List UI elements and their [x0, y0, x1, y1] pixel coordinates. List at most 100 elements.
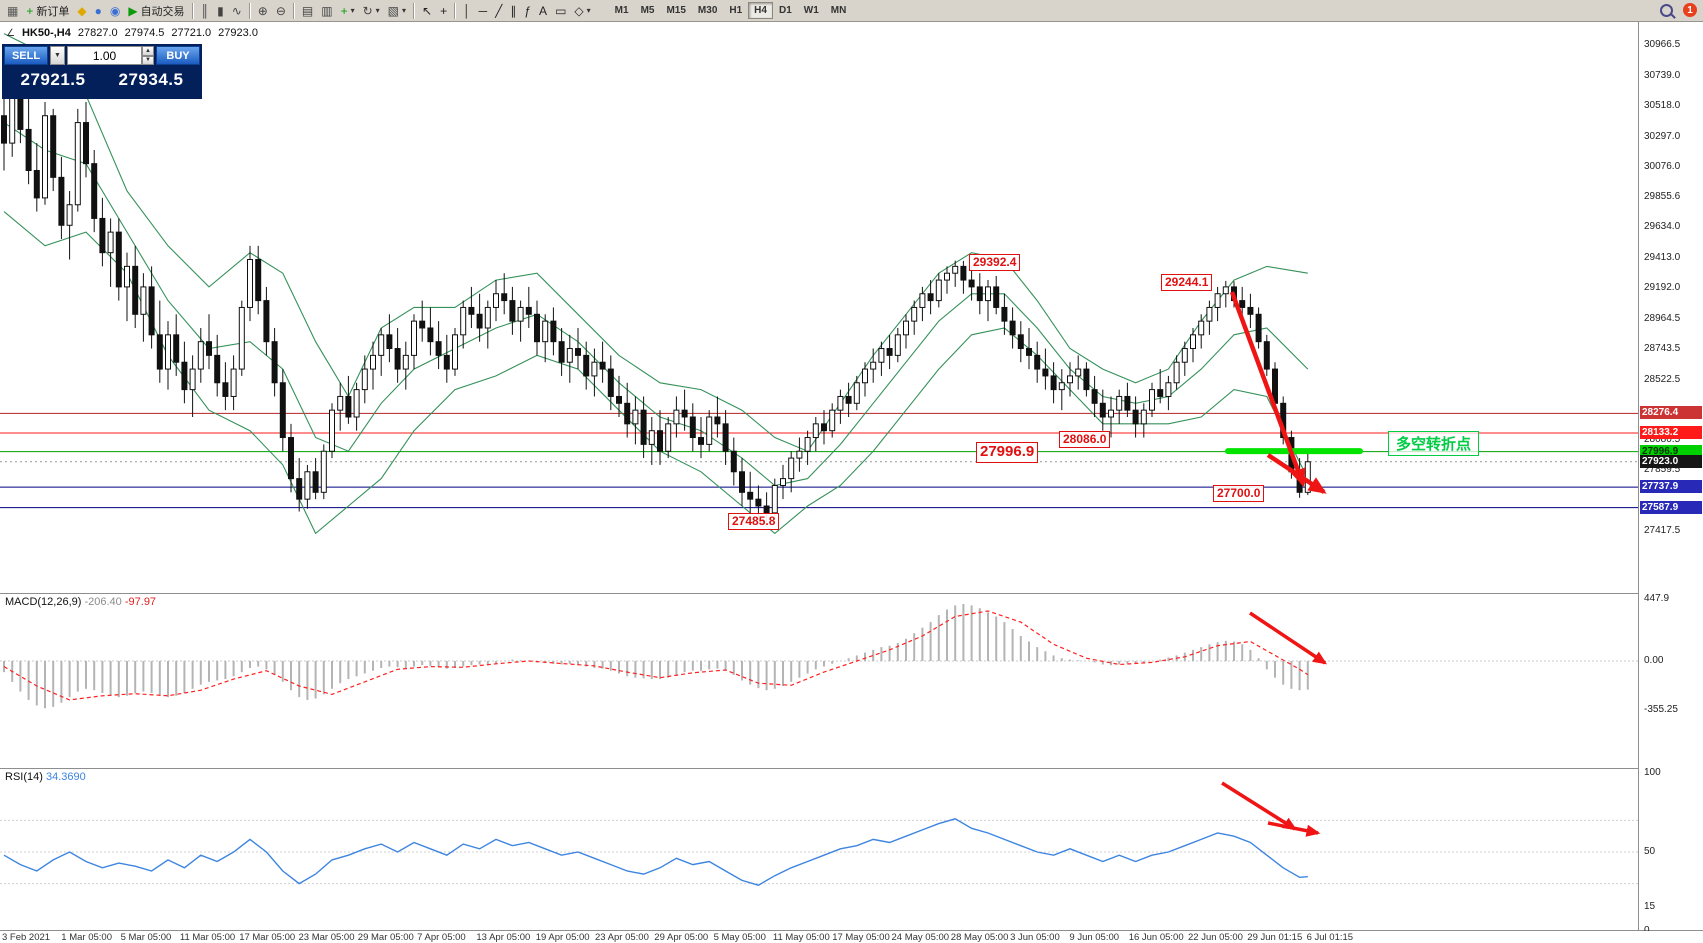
time-label: 24 May 05:00: [891, 932, 950, 943]
time-label: 7 Apr 05:00: [417, 932, 466, 943]
arrows-label-icon: ▭: [555, 3, 567, 18]
templates-button[interactable]: ▧ ▾: [384, 1, 410, 21]
vertical-line-button[interactable]: │: [459, 1, 475, 21]
sell-price[interactable]: 27921.5: [20, 70, 86, 89]
toolbar-separator: [191, 2, 194, 19]
navigator-button[interactable]: ◉: [106, 1, 124, 21]
candlestick-chart-icon: ▮: [217, 3, 224, 18]
time-label: 29 Mar 05:00: [357, 932, 414, 943]
text-icon: A: [539, 3, 548, 18]
candlestick-chart-button[interactable]: ▮: [213, 1, 228, 21]
time-label: 29 Jun 01:15: [1247, 932, 1303, 943]
toolbar-separator: [454, 2, 457, 19]
crosshair-button[interactable]: +: [436, 1, 451, 21]
macd-name: MACD(12,26,9): [5, 596, 82, 608]
templates-dropdown-icon[interactable]: ▾: [402, 6, 407, 15]
indicators-dropdown-icon[interactable]: ▾: [350, 6, 355, 15]
auto-arrange-icon: ▥: [321, 3, 333, 18]
equidistant-channel-icon: ∥: [510, 3, 517, 18]
tile-windows-icon: ▤: [301, 3, 314, 18]
timeframe-mn[interactable]: MN: [830, 5, 847, 16]
buy-price[interactable]: 27934.5: [118, 70, 184, 89]
periods-dropdown-icon[interactable]: ▾: [375, 6, 380, 15]
bollinger-middle: [3, 122, 1309, 487]
rsi-panel-canvas[interactable]: [0, 769, 1638, 930]
bar-chart-button[interactable]: ║: [197, 1, 214, 21]
new-order-label: 新订单: [36, 5, 70, 18]
zoom-in-button[interactable]: ⊕: [254, 1, 272, 21]
price-tick: 30966.5: [1644, 39, 1681, 50]
shapes-dropdown-icon[interactable]: ▾: [586, 6, 591, 15]
price-tick: 28080.5: [1644, 434, 1681, 446]
candles: [1, 45, 1311, 522]
navigator-icon: ◉: [109, 3, 121, 18]
toolbar-separator: [248, 2, 251, 19]
templates-icon: ▧: [387, 3, 400, 18]
periods-button[interactable]: ↻ ▾: [359, 1, 384, 21]
timeframe-group: M1 M5 M15 M30 H1 H4 D1 W1 MN: [609, 2, 853, 19]
buy-button[interactable]: BUY: [156, 46, 200, 65]
time-label: 23 Apr 05:00: [595, 932, 649, 943]
trendline-button[interactable]: ╱: [491, 1, 506, 21]
autotrading-icon: ▶: [128, 3, 138, 18]
vertical-line-icon: │: [463, 3, 471, 18]
time-label: 3 Feb 2021: [2, 932, 51, 943]
price-scale[interactable]: 30966.5 30739.0 30518.0 30297.0 30076.0 29855…: [1638, 22, 1703, 936]
volume-spinner[interactable]: ▲ ▼: [142, 46, 154, 65]
search-icon[interactable]: [1660, 3, 1673, 17]
volume-up-icon[interactable]: ▲: [142, 46, 154, 56]
rsi-line: [3, 818, 1308, 886]
macd-signal-value: -97.97: [124, 596, 157, 608]
macd-panel-separator[interactable]: [0, 593, 1703, 594]
timeframe-m30[interactable]: M30: [697, 5, 718, 16]
text-button[interactable]: A: [535, 1, 551, 21]
price-tick: 27417.5: [1644, 525, 1681, 536]
new-order-button[interactable]: + 新订单: [22, 1, 73, 21]
macd-label: MACD(12,26,9) -206.40 -97.97: [5, 596, 156, 608]
market-watch-button[interactable]: ●: [91, 1, 106, 21]
time-axis[interactable]: 3 Feb 2021 1 Mar 05:00 5 Mar 05:00 11 Mar 0…: [0, 931, 1703, 943]
equidistant-channel-button[interactable]: ∥: [506, 1, 520, 21]
timeframe-m1[interactable]: M1: [614, 5, 629, 16]
time-label: 11 May 05:00: [772, 932, 830, 943]
order-type-dropdown[interactable]: ▼: [50, 46, 65, 65]
price-badge: 28133.2: [1640, 425, 1702, 439]
fibonacci-button[interactable]: ƒ: [520, 1, 535, 21]
horizontal-line-button[interactable]: ─: [475, 1, 492, 21]
indicators-button[interactable]: + ▾: [337, 1, 359, 21]
timeframe-w1[interactable]: W1: [803, 5, 819, 16]
cursor-button[interactable]: ↖: [418, 1, 436, 21]
market-watch-icon: ●: [94, 3, 102, 18]
notification-badge[interactable]: 1: [1683, 3, 1697, 17]
arrows-label-button[interactable]: ▭: [551, 1, 570, 21]
shapes-button[interactable]: ◇ ▾: [570, 1, 594, 21]
indicators-icon: +: [340, 3, 348, 18]
price-badge: 27737.9: [1640, 480, 1702, 494]
line-chart-button[interactable]: ∿: [228, 1, 246, 21]
volume-down-icon[interactable]: ▼: [142, 55, 154, 65]
tile-windows-button[interactable]: ▤: [298, 1, 317, 21]
rsi-panel-separator[interactable]: [0, 768, 1703, 769]
trendline-icon: ╱: [495, 3, 503, 18]
timeframe-m5[interactable]: M5: [640, 5, 655, 16]
ohlc-close: 27923.0: [218, 27, 258, 39]
zoom-out-icon: ⊖: [275, 3, 286, 18]
toolbar-separator: [413, 2, 416, 19]
macd-panel-canvas[interactable]: [0, 594, 1638, 768]
rsi-label: RSI(14) 34.3690: [5, 771, 86, 783]
metaeditor-button[interactable]: ◆: [73, 1, 90, 21]
autotrading-button[interactable]: ▶ 自动交易: [124, 1, 188, 21]
volume-input[interactable]: [67, 46, 142, 65]
price-tick: 30076.0: [1644, 160, 1681, 172]
timeframe-h4[interactable]: H4: [748, 2, 773, 19]
timeframe-m15[interactable]: M15: [666, 5, 686, 16]
zoom-out-button[interactable]: ⊖: [272, 1, 290, 21]
timeframe-d1[interactable]: D1: [778, 5, 792, 16]
bar-chart-icon: ║: [200, 3, 210, 18]
sell-button[interactable]: SELL: [4, 46, 48, 65]
periods-icon: ↻: [362, 3, 373, 18]
timeframe-h1[interactable]: H1: [729, 5, 743, 16]
chart-window-button[interactable]: ▦: [3, 1, 22, 21]
auto-arrange-button[interactable]: ▥: [317, 1, 336, 21]
main-chart-canvas[interactable]: [0, 22, 1638, 593]
